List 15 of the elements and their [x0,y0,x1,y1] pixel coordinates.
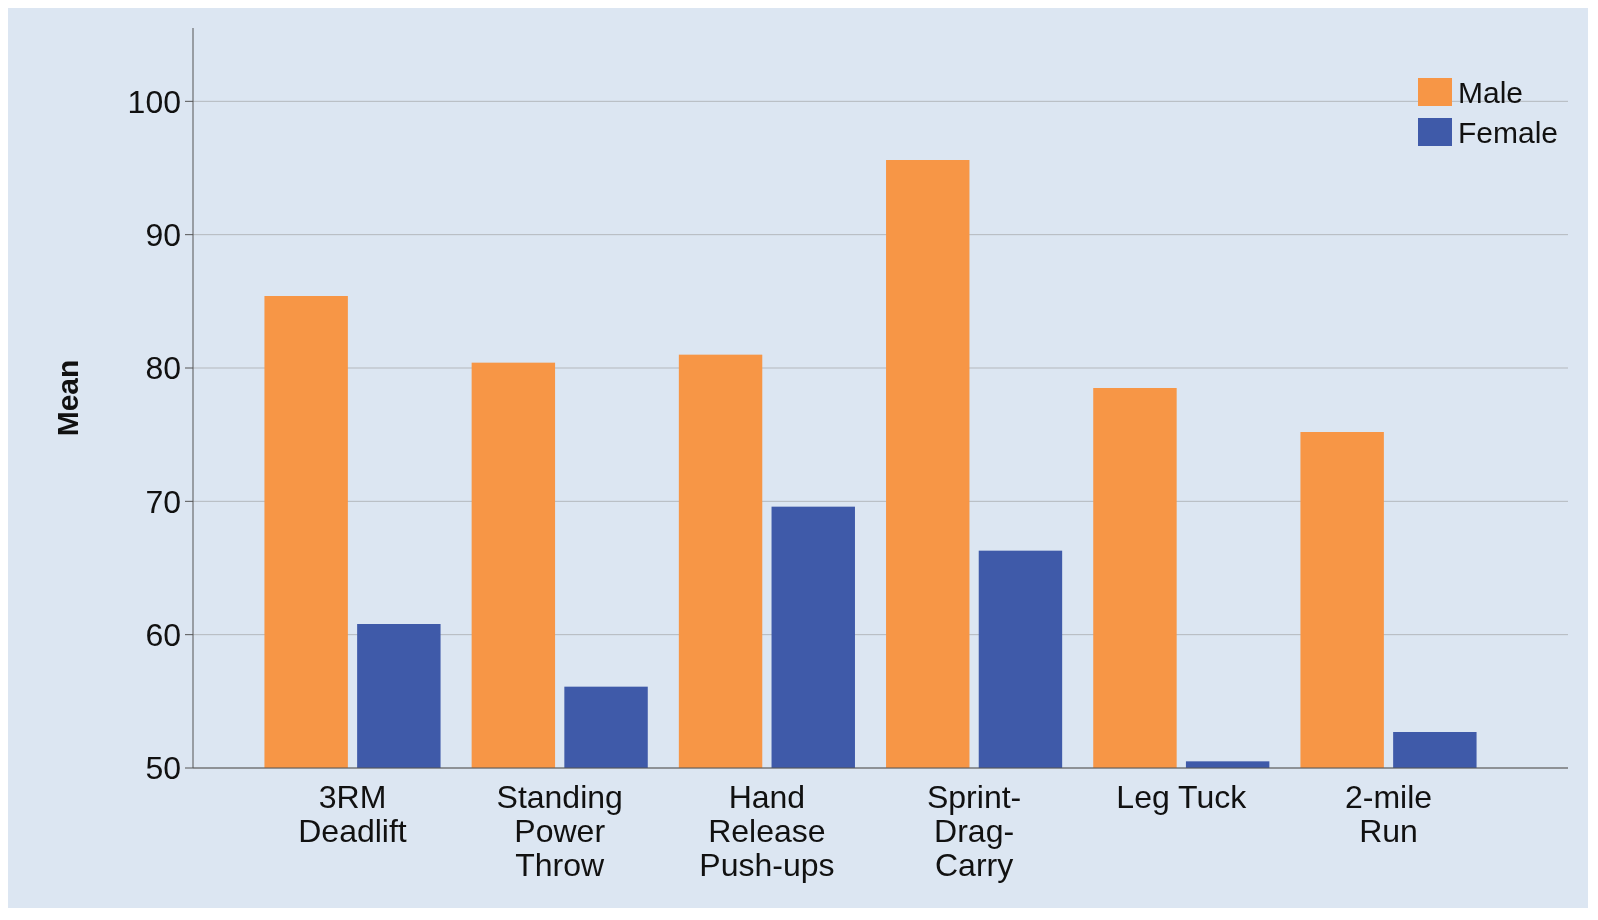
x-tick-label: Hand Release Push-ups [699,779,835,883]
y-tick-label: 70 [145,483,181,520]
x-tick-label: 2-mile Run [1344,779,1433,849]
y-tick-label: 50 [145,750,181,787]
y-tick-label: 100 [127,83,181,120]
legend-label: Male [1458,75,1524,109]
y-tick-label: 90 [145,216,181,253]
y-axis-title: Mean [51,359,84,437]
x-tick-label: Standing Power Throw [496,779,623,883]
x-tick-label: Leg Tuck [1116,779,1248,815]
x-tick-label: Sprint-Drag-Carry [926,779,1022,883]
legend-label: Female [1458,115,1559,149]
x-tick-label: 3RM Deadlift [298,779,407,849]
y-tick-label: 60 [145,616,181,653]
y-tick-label: 80 [145,350,181,387]
